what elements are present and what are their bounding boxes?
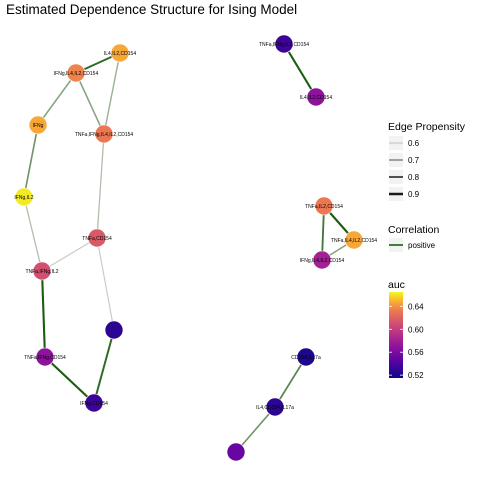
legend-auc: auc 0.64 0.60 0.56 0.52	[388, 279, 424, 380]
node-label: TNFa,IFNg,IL4,IL2,CD154	[75, 132, 134, 138]
node-label: TNFa,IL2,CD154	[305, 204, 343, 210]
legend-propensity-label: 0.9	[408, 190, 420, 199]
edge-n9-n10	[44, 356, 95, 404]
node-n6[interactable]: TNFa,CD154	[82, 228, 112, 248]
node-n10[interactable]: IFNg,CD154	[80, 393, 108, 413]
legend-auc-title: auc	[388, 279, 405, 291]
auc-tick-label: 0.60	[408, 325, 424, 334]
node-n4[interactable]: TNFa,IFNg,IL4,IL2,CD154	[75, 124, 134, 144]
legend-correlation-title: Correlation	[388, 224, 440, 236]
node-label: IFNg,IL4,IL2,CD154	[54, 71, 99, 77]
node-label: IFNg,IL4,IL2,CD154	[300, 258, 345, 264]
legend-correlation-positive: positive	[408, 241, 436, 250]
edge-n16-n17	[274, 356, 307, 408]
node-label: TNFa,IFNg,IL2,CD154	[259, 42, 309, 48]
node-label: IL4,IL2,CD154	[300, 95, 332, 101]
node-label: TNFa,IL4,IL2,CD154	[331, 238, 377, 244]
node-circle	[94, 124, 114, 144]
node-n9[interactable]: TNFa,IFNg,CD154	[24, 347, 66, 367]
node-circle	[312, 250, 332, 270]
node-label: CD154,IL17a	[291, 355, 321, 361]
node-n11[interactable]: TNFa,IFNg,IL2,CD154	[259, 34, 309, 54]
node-circle	[32, 261, 52, 281]
node-circle	[104, 320, 124, 340]
node-label: IL4,CD154,IL17a	[256, 405, 294, 411]
node-n1[interactable]: IL4,IL2,CD154	[104, 43, 136, 63]
edge-n1-n4	[103, 52, 121, 135]
node-circle	[35, 347, 55, 367]
edge-n2-n3	[37, 72, 77, 126]
node-n8[interactable]	[104, 320, 124, 340]
edge-n6-n7	[41, 237, 98, 272]
legend-propensity-label: 0.6	[408, 139, 420, 148]
edge-layer	[23, 43, 355, 453]
node-n5[interactable]: IFNg,IL2	[14, 187, 34, 207]
node-circle	[226, 442, 246, 462]
node-n14[interactable]: TNFa,IL4,IL2,CD154	[331, 230, 377, 250]
node-label: IFNg,CD154	[80, 401, 108, 407]
node-n17[interactable]: IL4,CD154,IL17a	[256, 397, 294, 417]
node-label: IFNg,IL2	[14, 195, 33, 201]
node-label: TNFa,IFNg,CD154	[24, 355, 66, 361]
edge-n4-n6	[96, 133, 105, 239]
node-n7[interactable]: TNFa,IFNg,IL2	[25, 261, 59, 281]
node-label: TNFa,IFNg,IL2	[25, 269, 58, 275]
node-n18[interactable]	[226, 442, 246, 462]
edge-n11-n12	[283, 43, 317, 98]
legend-correlation: Correlation positive	[388, 224, 440, 252]
node-circle	[306, 87, 326, 107]
legend-propensity-label: 0.7	[408, 156, 420, 165]
plot-title: Estimated Dependence Structure for Ising…	[6, 2, 298, 17]
node-n13[interactable]: TNFa,IL2,CD154	[305, 196, 343, 216]
node-circle	[87, 228, 107, 248]
legend-propensity-label: 0.8	[408, 173, 420, 182]
edge-n7-n9	[40, 270, 47, 358]
node-n16[interactable]: CD154,IL17a	[291, 347, 321, 367]
node-label: IFNg	[33, 123, 44, 129]
node-circle	[110, 43, 130, 63]
auc-tick-label: 0.56	[408, 348, 424, 357]
node-n12[interactable]: IL4,IL2,CD154	[300, 87, 332, 107]
edge-n8-n10	[93, 329, 115, 404]
node-n2[interactable]: IFNg,IL4,IL2,CD154	[54, 63, 99, 83]
legend-propensity-title: Edge Propensity	[388, 121, 466, 133]
edge-n3-n5	[23, 124, 39, 198]
node-circle	[66, 63, 86, 83]
legend-edge-propensity: Edge Propensity 0.6 0.7 0.8 0.9	[388, 121, 466, 201]
node-circle	[28, 115, 48, 135]
node-circle	[14, 187, 34, 207]
auc-colorbar	[389, 292, 403, 378]
auc-tick-label: 0.64	[408, 302, 424, 311]
edge-n5-n7	[23, 196, 43, 272]
node-circle	[274, 34, 294, 54]
node-circle	[265, 397, 285, 417]
node-label: IL4,IL2,CD154	[104, 51, 136, 57]
edge-n17-n18	[235, 406, 276, 453]
node-circle	[314, 196, 334, 216]
node-n3[interactable]: IFNg	[28, 115, 48, 135]
node-layer: IL4,IL2,CD154 IFNg,IL4,IL2,CD154 IFNg TNFa,…	[14, 34, 377, 462]
node-circle	[84, 393, 104, 413]
node-circle	[344, 230, 364, 250]
node-circle	[296, 347, 316, 367]
node-label: TNFa,CD154	[82, 236, 112, 242]
node-n15[interactable]: IFNg,IL4,IL2,CD154	[300, 250, 345, 270]
edge-n2-n4	[75, 72, 105, 135]
edge-n6-n8	[96, 237, 115, 331]
auc-tick-label: 0.52	[408, 371, 424, 380]
